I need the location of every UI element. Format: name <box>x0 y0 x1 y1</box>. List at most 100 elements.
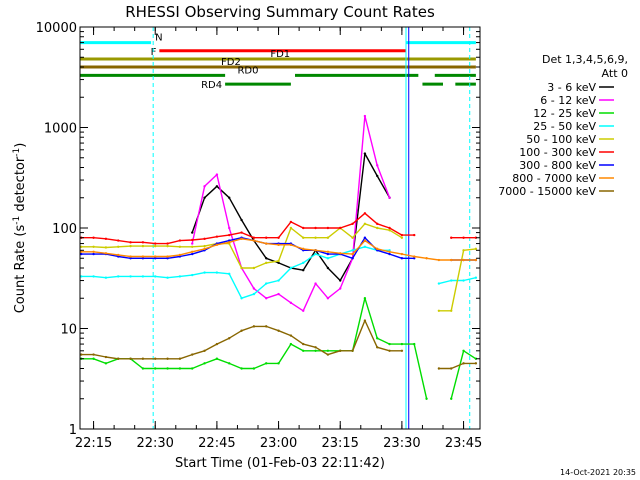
data-point-100-300-kev <box>215 235 219 238</box>
data-point-50-100-kev <box>462 249 465 252</box>
data-point-50-100-kev <box>104 246 108 249</box>
markers-layer <box>152 27 471 429</box>
y-tick-label: 10000 <box>36 21 77 36</box>
data-point-12-25-kev <box>326 349 330 352</box>
legend-header: Att 0 <box>602 67 628 80</box>
data-point-800-7000-kev <box>277 243 280 247</box>
data-point-100-300-kev <box>178 239 182 242</box>
data-point-6-12-kev <box>388 196 391 199</box>
data-point-300-800-kev <box>129 257 132 260</box>
data-point-12-25-kev <box>191 367 194 370</box>
data-point-3-6-kev <box>191 231 194 234</box>
data-point-100-300-kev <box>388 226 391 230</box>
data-point-25-50-kev <box>203 271 206 274</box>
data-point-6-12-kev <box>265 297 268 300</box>
flag-label-fd2: FD2 <box>221 57 241 68</box>
x-tick-label: 23:30 <box>383 436 420 451</box>
y-axis: 1 10 100 1000 10000 <box>36 21 480 438</box>
data-point-7000-15000-kev <box>104 355 108 359</box>
data-point-800-7000-kev <box>80 250 83 253</box>
data-point-800-7000-kev <box>203 247 206 251</box>
data-point-12-25-kev <box>425 397 428 400</box>
data-point-50-100-kev <box>252 266 256 270</box>
data-point-7000-15000-kev <box>351 349 354 352</box>
data-point-300-800-kev <box>413 257 416 260</box>
data-point-7000-15000-kev <box>314 346 317 349</box>
data-point-800-7000-kev <box>450 258 453 262</box>
flag-label-fd1: FD1 <box>270 49 290 60</box>
data-point-25-50-kev <box>289 266 293 270</box>
data-point-12-25-kev <box>265 362 268 365</box>
data-point-100-300-kev <box>252 236 256 239</box>
data-point-100-300-kev <box>363 212 367 215</box>
data-point-50-100-kev <box>178 245 182 249</box>
data-point-100-300-kev <box>462 236 465 239</box>
data-point-25-50-kev <box>166 276 169 279</box>
data-point-800-7000-kev <box>339 252 342 255</box>
data-point-300-800-kev <box>351 257 354 260</box>
data-point-100-300-kev <box>265 236 268 239</box>
data-point-3-6-kev <box>240 218 243 222</box>
footer-date: 14-Oct-2021 20:35 <box>560 468 636 477</box>
data-point-7000-15000-kev <box>154 357 157 360</box>
data-point-7000-15000-kev <box>215 342 219 346</box>
data-point-800-7000-kev <box>400 252 404 256</box>
data-point-25-50-kev <box>215 271 219 274</box>
flag-label-f: F <box>151 47 157 58</box>
data-point-100-300-kev <box>92 236 95 239</box>
data-point-50-100-kev <box>277 259 280 263</box>
data-point-7000-15000-kev <box>437 367 441 370</box>
data-point-50-100-kev <box>80 245 83 249</box>
chart-title: RHESSI Observing Summary Count Rates <box>125 3 435 21</box>
data-point-50-100-kev <box>450 309 453 313</box>
data-point-800-7000-kev <box>129 255 132 258</box>
data-point-50-100-kev <box>129 244 132 248</box>
data-point-50-100-kev <box>302 236 305 239</box>
data-point-100-300-kev <box>474 236 478 239</box>
data-point-100-300-kev <box>339 226 342 230</box>
y-tick-label: 1 <box>69 423 77 438</box>
data-point-100-300-kev <box>166 242 169 245</box>
data-point-800-7000-kev <box>240 237 243 241</box>
data-point-100-300-kev <box>141 241 145 244</box>
data-point-7000-15000-kev <box>166 357 169 360</box>
data-point-7000-15000-kev <box>388 349 391 352</box>
x-tick-label: 22:15 <box>75 436 112 451</box>
data-point-25-50-kev <box>437 282 441 285</box>
data-point-100-300-kev <box>326 226 330 230</box>
data-point-7000-15000-kev <box>203 349 206 352</box>
legend-header: Det 1,3,4,5,6,9, <box>542 53 628 66</box>
data-point-25-50-kev <box>154 275 157 278</box>
legend-label: 7000 - 15000 keV <box>498 185 596 198</box>
data-point-300-800-kev <box>141 257 145 260</box>
data-point-7000-15000-kev <box>363 319 367 322</box>
data-point-7000-15000-kev <box>339 349 342 352</box>
data-point-800-7000-kev <box>314 249 317 252</box>
data-point-25-50-kev <box>191 273 194 277</box>
legend-label: 12 - 25 keV <box>533 107 596 120</box>
data-point-6-12-kev <box>289 301 293 305</box>
data-point-3-6-kev <box>326 266 330 270</box>
data-point-100-300-kev <box>314 226 317 230</box>
data-point-100-300-kev <box>289 220 293 224</box>
data-point-300-800-kev <box>117 255 120 258</box>
data-point-12-25-kev <box>228 362 231 365</box>
legend-label: 100 - 300 keV <box>519 146 596 159</box>
data-point-25-50-kev <box>104 276 108 279</box>
data-point-100-300-kev <box>277 236 280 239</box>
data-point-12-25-kev <box>314 349 317 352</box>
flag-label-n: N <box>155 33 162 44</box>
data-point-800-7000-kev <box>191 250 194 253</box>
data-point-12-25-kev <box>289 342 293 346</box>
data-point-3-6-kev <box>363 152 367 155</box>
data-point-800-7000-kev <box>388 250 391 253</box>
data-point-12-25-kev <box>166 367 169 370</box>
legend-label: 6 - 12 keV <box>540 94 596 107</box>
data-point-100-300-kev <box>376 222 379 226</box>
x-tick-label: 22:30 <box>136 436 173 451</box>
data-point-3-6-kev <box>265 257 268 260</box>
data-point-7000-15000-kev <box>326 353 330 356</box>
data-point-7000-15000-kev <box>289 334 293 337</box>
data-point-25-50-kev <box>450 279 453 282</box>
